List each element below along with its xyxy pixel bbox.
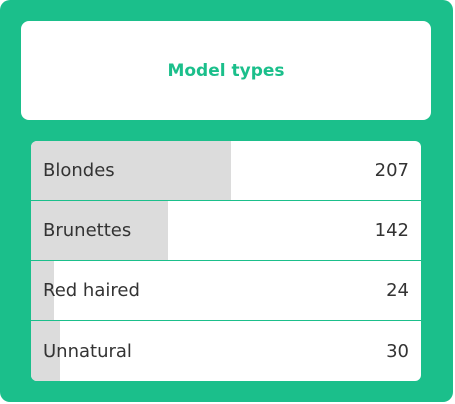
list-row: Brunettes 142 (31, 201, 421, 261)
row-value: 30 (386, 340, 409, 362)
row-label: Blondes (43, 160, 115, 181)
bar (31, 141, 232, 200)
bar (31, 321, 61, 381)
widget-title: Model types (21, 21, 431, 120)
list: Blondes 207 Brunettes 142 Red haired 24 Unnatu… (31, 141, 421, 381)
row-label: Unnatural (43, 340, 132, 362)
row-label: Red haired (43, 280, 140, 301)
row-value: 142 (374, 220, 409, 241)
list-row: Unnatural 30 (31, 321, 421, 381)
list-row: Red haired 24 (31, 261, 421, 321)
bar (31, 261, 55, 320)
bar (31, 201, 169, 260)
row-label: Brunettes (43, 220, 132, 241)
list-row: Blondes 207 (31, 141, 421, 201)
row-value: 24 (386, 280, 409, 301)
row-value: 207 (374, 160, 409, 181)
